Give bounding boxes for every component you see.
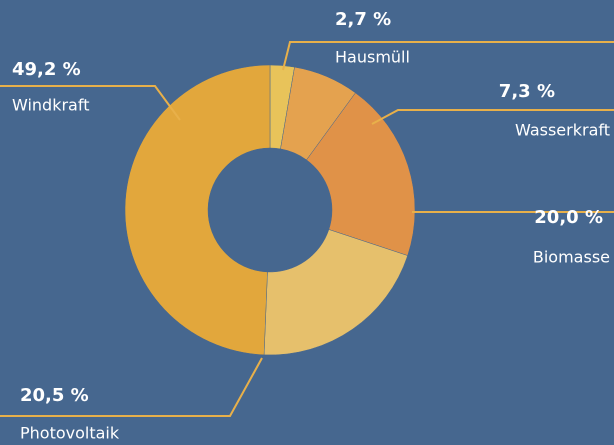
leader-line: [282, 41, 614, 71]
leader-line: [0, 357, 263, 417]
category-label: Hausmüll: [335, 48, 410, 67]
category-label: Windkraft: [12, 96, 89, 115]
value-label: 7,3 %: [499, 81, 555, 102]
donut-slice: [263, 229, 408, 356]
category-label: Wasserkraft: [515, 121, 610, 140]
leader-line: [371, 109, 614, 125]
value-label: 49,2 %: [12, 59, 81, 80]
value-label: 2,7 %: [335, 9, 391, 30]
leader-line: [0, 85, 181, 121]
donut-slice: [306, 92, 416, 256]
category-label: Photovoltaik: [20, 424, 120, 443]
donut-slice: [124, 64, 271, 356]
value-label: 20,0 %: [534, 207, 603, 228]
value-label: 20,5 %: [20, 385, 89, 406]
category-label: Biomasse: [533, 248, 610, 267]
